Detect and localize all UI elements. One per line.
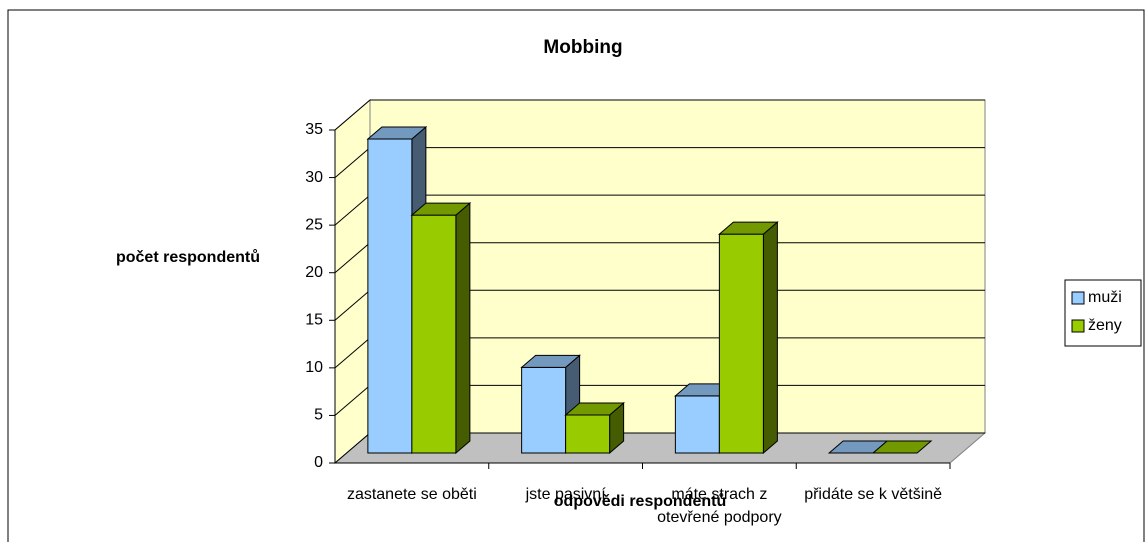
legend-box (1064, 279, 1142, 347)
bar-top (871, 440, 933, 454)
y-tick-label: 0 (314, 454, 323, 471)
grid-line-side (334, 242, 371, 274)
x-axis-title: odpovědi respondentů (554, 493, 726, 510)
x-tick-label: zastanete se oběti (346, 486, 477, 503)
grid-line-side (334, 194, 371, 226)
y-tick-label: 20 (305, 264, 323, 281)
x-tick-label: jste pasivní (525, 486, 606, 503)
grid-line-side (334, 99, 371, 131)
y-tick-label: 5 (314, 407, 323, 424)
legend-label: muži (1088, 289, 1122, 306)
bar (367, 138, 413, 454)
y-tick-label: 25 (305, 216, 323, 233)
grid-line-side (334, 289, 371, 321)
y-axis-title: počet respondentů (116, 249, 260, 266)
bar (718, 233, 764, 454)
grid-line-side (334, 432, 371, 464)
y-tick-label: 35 (305, 121, 323, 138)
bar (411, 214, 457, 454)
y-tick-label: 30 (305, 169, 323, 186)
grid-line-side (334, 147, 371, 178)
y-tick-label: 15 (305, 312, 323, 329)
bar-side (762, 221, 778, 455)
bar-top (366, 126, 428, 140)
y-tick-label: 10 (305, 359, 323, 376)
chart-title: Mobbing (543, 37, 622, 58)
legend-swatch (1071, 319, 1085, 333)
bar (521, 366, 567, 454)
bar-top (520, 354, 581, 368)
legend-swatch (1071, 291, 1085, 305)
grid-line-side (334, 385, 371, 416)
bar (565, 414, 611, 454)
bar-top (410, 202, 472, 216)
side-wall (334, 98, 371, 465)
bar-side (455, 202, 471, 455)
x-tick-label: přidáte se k většině (804, 486, 943, 503)
x-tick-label: máte strach z otevřené podpory (657, 486, 782, 526)
bar-top (564, 402, 625, 416)
grid-line-side (334, 337, 371, 369)
bar-top (718, 221, 779, 235)
bar (674, 395, 720, 454)
legend-label: ženy (1088, 317, 1122, 334)
